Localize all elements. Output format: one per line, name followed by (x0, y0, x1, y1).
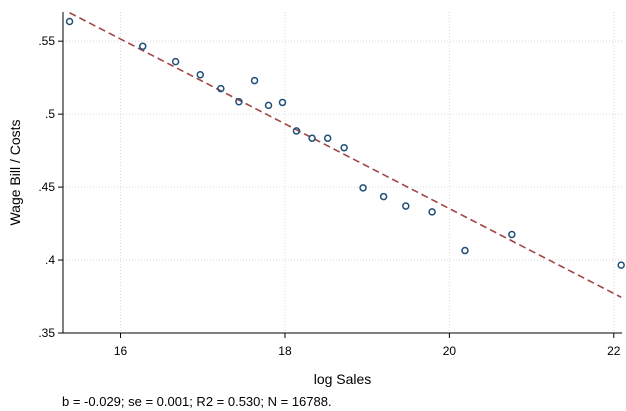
y-tick-label: .45 (38, 180, 55, 194)
scatter-point (171, 57, 180, 66)
x-axis-title: log Sales (314, 371, 372, 387)
x-tick-label: 18 (278, 344, 292, 358)
scatter-point (379, 192, 388, 201)
x-tick-label: 22 (607, 344, 621, 358)
y-axis: .35 .4 .45 .5 .55 (38, 12, 64, 340)
scatter-point (617, 261, 625, 269)
scatter-point (340, 143, 348, 152)
regression-note: b = -0.029; se = 0.001; R2 = 0.530; N = … (62, 394, 332, 409)
scatter-point (138, 42, 147, 51)
y-tick-label: .4 (45, 253, 55, 267)
scatter-point (461, 246, 469, 255)
scatter-point (359, 184, 367, 192)
y-tick-label: .55 (38, 34, 55, 48)
scatter-point (264, 101, 273, 110)
y-axis-title: Wage Bill / Costs (7, 119, 23, 225)
points-layer (65, 17, 625, 269)
x-tick-label: 20 (443, 344, 457, 358)
x-tick-label: 16 (114, 344, 128, 358)
fit-line-layer (69, 12, 622, 298)
scatter-point (323, 134, 332, 142)
fit-line (69, 12, 622, 298)
scatter-point (402, 202, 410, 210)
x-axis: 16 18 20 22 (63, 332, 622, 358)
scatter-point (235, 97, 243, 106)
scatter-point (292, 127, 301, 135)
y-tick-label: .35 (38, 326, 55, 340)
scatter-point (508, 230, 516, 239)
scatter-point (250, 76, 259, 85)
scatter-point (65, 17, 74, 26)
scatter-point (428, 208, 436, 216)
y-tick-label: .5 (45, 107, 55, 121)
gridlines (63, 12, 622, 334)
scatter-point (278, 98, 287, 107)
scatter-point (196, 70, 205, 79)
scatter-point (308, 134, 316, 142)
scatter-point (217, 84, 225, 93)
